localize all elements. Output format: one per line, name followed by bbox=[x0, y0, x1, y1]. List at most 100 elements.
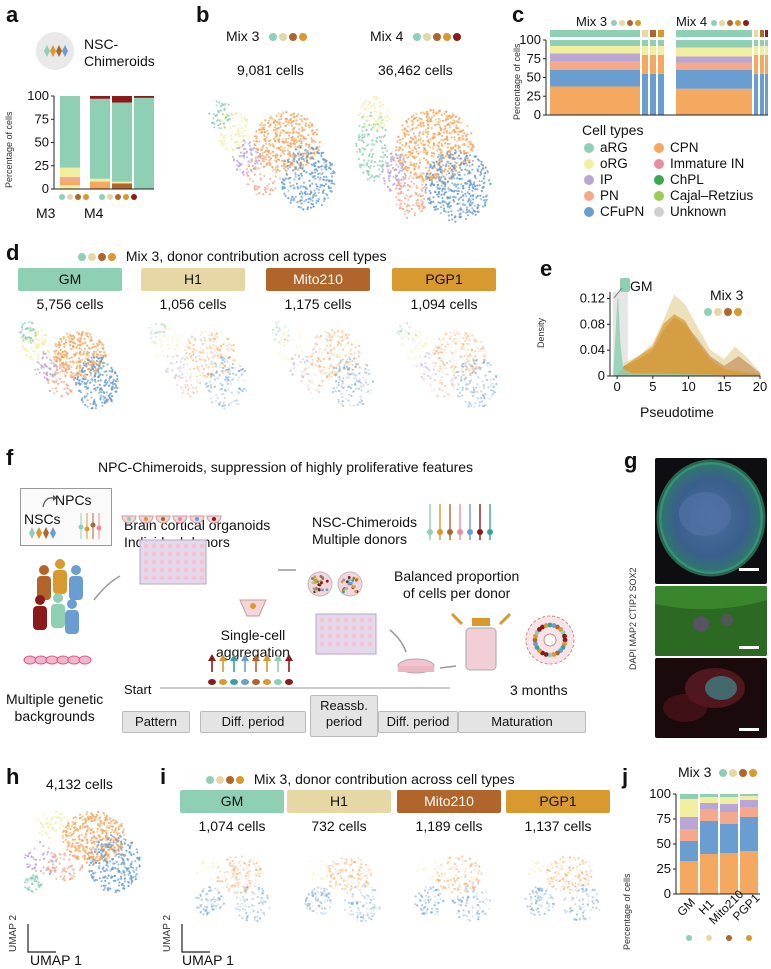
umap-point bbox=[86, 332, 89, 335]
umap-point bbox=[335, 371, 338, 374]
umap-point bbox=[96, 830, 99, 833]
umap-point bbox=[462, 194, 465, 197]
umap-point bbox=[299, 134, 302, 137]
umap-point bbox=[79, 825, 82, 828]
umap-point bbox=[71, 868, 74, 871]
f-agg-cell bbox=[314, 578, 318, 582]
umap-point bbox=[288, 144, 291, 147]
umap-point bbox=[447, 343, 450, 346]
umap-point bbox=[47, 351, 51, 354]
umap-point bbox=[276, 158, 279, 161]
c-bar-3-seg-2 bbox=[658, 46, 664, 55]
umap-point bbox=[103, 391, 106, 395]
c-bar-1-seg-0 bbox=[642, 73, 648, 115]
umap-point bbox=[319, 165, 322, 168]
umap-point bbox=[254, 150, 258, 153]
umap-point bbox=[289, 176, 292, 179]
umap-point bbox=[35, 373, 38, 376]
umap-point bbox=[246, 156, 249, 159]
umap-point bbox=[308, 379, 311, 382]
umap-point bbox=[98, 364, 101, 367]
umap-point bbox=[468, 382, 471, 385]
umap-point bbox=[418, 203, 421, 206]
f-title: NPC-Chimeroids, suppression of highly pr… bbox=[98, 459, 474, 475]
umap-point bbox=[344, 344, 347, 347]
umap-point bbox=[463, 152, 466, 155]
f-agg-cell bbox=[319, 574, 323, 578]
umap-point bbox=[322, 373, 325, 376]
umap-point bbox=[473, 405, 476, 408]
f-person-body bbox=[51, 604, 65, 628]
umap-point bbox=[484, 359, 487, 362]
umap-point bbox=[413, 157, 416, 160]
umap-point bbox=[454, 149, 457, 152]
umap-point bbox=[381, 168, 385, 171]
b-mix4-cells: 36,462 cells bbox=[378, 62, 453, 78]
f-stage-diff-period: Diff. period bbox=[200, 711, 306, 733]
umap-point bbox=[299, 161, 302, 164]
umap-point bbox=[349, 387, 352, 390]
umap-point bbox=[322, 151, 325, 154]
umap-point bbox=[238, 155, 241, 158]
umap-point bbox=[341, 400, 344, 403]
umap-point bbox=[85, 395, 88, 398]
umap-point bbox=[290, 370, 293, 373]
umap-point bbox=[355, 403, 358, 407]
umap-point bbox=[187, 387, 190, 390]
umap-point bbox=[54, 342, 57, 346]
umap-point bbox=[483, 404, 486, 407]
umap-point bbox=[437, 112, 440, 115]
umap-point bbox=[49, 820, 53, 823]
f-well bbox=[199, 567, 205, 573]
umap-point bbox=[300, 374, 303, 377]
umap-point bbox=[414, 211, 417, 214]
c-bar-5-seg-0 bbox=[754, 73, 758, 115]
umap-point bbox=[44, 831, 48, 834]
umap-point bbox=[240, 374, 243, 377]
umap-point bbox=[366, 162, 369, 165]
umap-point bbox=[256, 151, 259, 154]
umap-point bbox=[102, 354, 105, 357]
umap-point bbox=[265, 149, 268, 152]
umap-point bbox=[325, 175, 328, 178]
umap-point bbox=[410, 194, 413, 197]
umap-point bbox=[192, 343, 195, 346]
umap-point bbox=[231, 363, 235, 366]
c-donor-strip-6 bbox=[760, 30, 764, 37]
umap-point bbox=[189, 368, 192, 371]
umap-point bbox=[105, 374, 108, 377]
umap-point bbox=[465, 195, 468, 198]
umap-point bbox=[371, 139, 374, 142]
umap-point bbox=[209, 397, 213, 400]
umap-point bbox=[295, 119, 298, 122]
umap-point bbox=[405, 194, 408, 197]
umap-point bbox=[65, 371, 68, 374]
umap-point bbox=[435, 205, 438, 208]
umap-point bbox=[437, 390, 440, 393]
umap-point bbox=[420, 141, 423, 145]
umap-point bbox=[419, 124, 422, 127]
b-mix4-umap bbox=[355, 95, 492, 223]
umap-point bbox=[279, 131, 282, 134]
umap-point bbox=[23, 322, 26, 325]
umap-point bbox=[305, 152, 308, 156]
umap-point bbox=[211, 365, 214, 368]
umap-point bbox=[427, 139, 430, 142]
umap-point bbox=[60, 353, 63, 356]
umap-point bbox=[34, 869, 38, 872]
umap-point bbox=[331, 162, 334, 166]
umap-point bbox=[400, 202, 403, 205]
umap-point bbox=[71, 360, 74, 363]
umap-point bbox=[375, 110, 378, 113]
umap-point bbox=[304, 118, 307, 121]
umap-point bbox=[353, 352, 356, 355]
umap-point bbox=[439, 212, 443, 215]
umap-point bbox=[307, 355, 310, 358]
umap-point bbox=[230, 347, 233, 350]
umap-point bbox=[421, 177, 425, 181]
umap-point bbox=[259, 156, 262, 159]
f-bioreactor-arm bbox=[450, 612, 464, 626]
umap-point bbox=[211, 333, 214, 336]
umap-point bbox=[204, 339, 207, 342]
f-cell-blob bbox=[285, 679, 293, 685]
